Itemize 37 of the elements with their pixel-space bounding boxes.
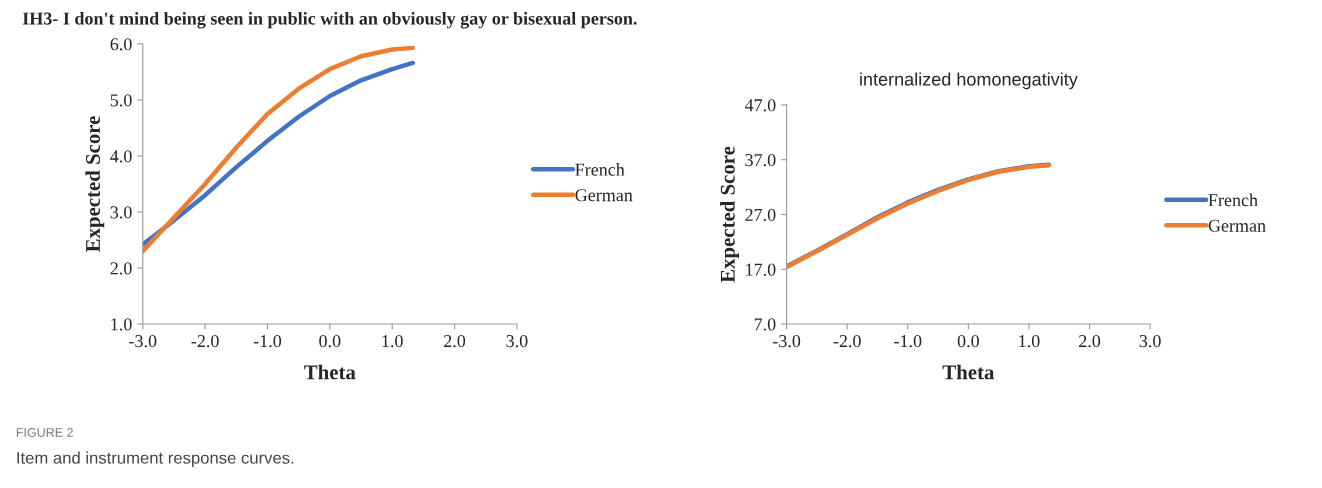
x-tick-label: -2.0: [833, 334, 861, 348]
y-tick-label: 1.0: [111, 318, 132, 331]
x-tick-label: -1.0: [253, 334, 282, 348]
y-tick-label: 6.0: [110, 38, 132, 51]
y-axis-title: Expected Score: [720, 146, 740, 283]
legend-label: French: [1208, 193, 1258, 207]
y-axis-title: Expected Score: [85, 116, 105, 252]
x-tick-label: -3.0: [772, 334, 801, 348]
chart-title: IH3- I don't mind being seen in public with an obviously gay or bisexual person.: [22, 11, 637, 29]
y-tick-label: 17.0: [746, 263, 776, 276]
y-tick-label: 7.0: [754, 318, 776, 331]
x-tick-label: 1.0: [1019, 334, 1040, 348]
x-tick-label: 2.0: [444, 334, 466, 348]
legend-label: German: [575, 189, 633, 202]
y-tick-label: 5.0: [110, 94, 132, 107]
legend-label: German: [1208, 219, 1266, 232]
x-axis-title: Theta: [304, 364, 356, 380]
x-axis-title: Theta: [942, 364, 995, 380]
x-tick-label: 3.0: [1139, 334, 1161, 348]
x-tick-label: -3.0: [129, 334, 157, 348]
y-tick-label: 3.0: [110, 206, 132, 219]
x-tick-label: 3.0: [506, 334, 528, 348]
text: Item and instrument response curves.: [17, 451, 294, 468]
legend-label: French: [575, 163, 625, 176]
y-tick-label: 27.0: [745, 208, 776, 221]
x-tick-label: 2.0: [1079, 334, 1101, 348]
x-tick-label: 0.0: [957, 334, 979, 348]
x-tick-label: -2.0: [191, 334, 219, 348]
y-tick-label: 4.0: [110, 150, 132, 163]
caption: FIGURE 2: [16, 428, 73, 437]
x-tick-label: 0.0: [319, 334, 341, 348]
x-tick-label: -1.0: [894, 334, 922, 348]
y-tick-label: 37.0: [745, 153, 776, 167]
x-tick-label: 1.0: [382, 334, 403, 348]
y-tick-label: 47.0: [744, 99, 776, 112]
y-tick-label: 2.0: [110, 262, 132, 275]
chart-title: internalized homonegativity: [860, 72, 1078, 90]
